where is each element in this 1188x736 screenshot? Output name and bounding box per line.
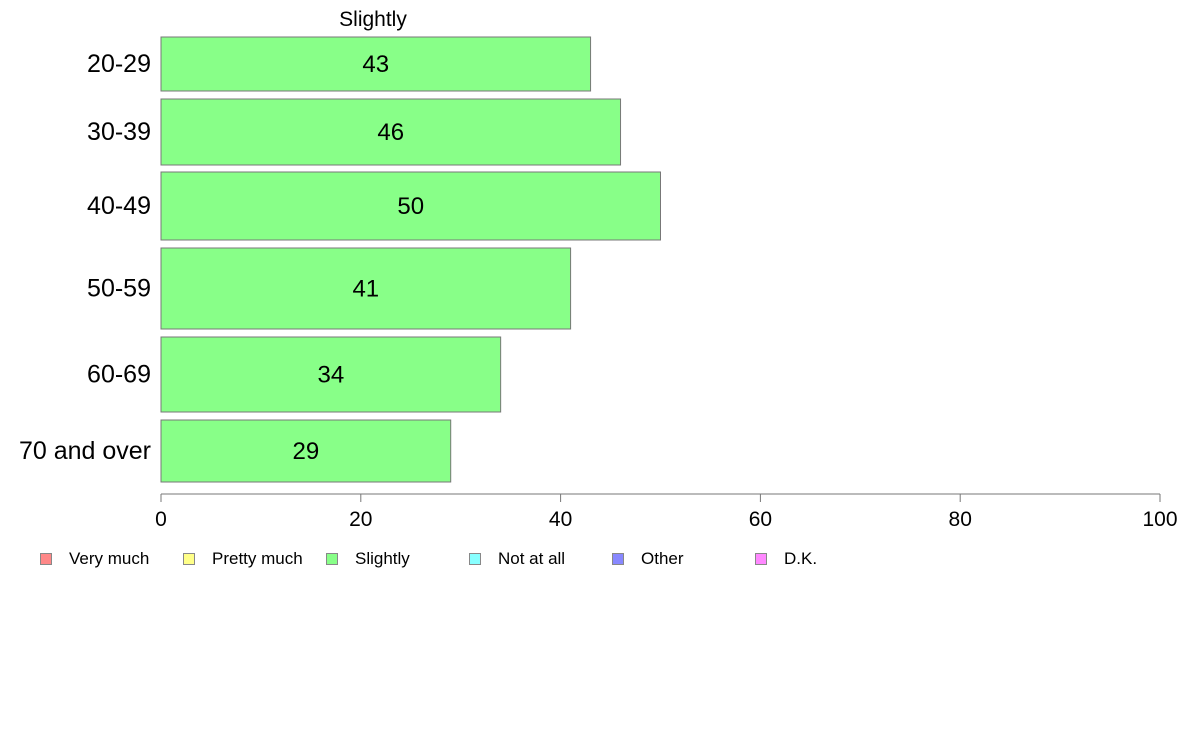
bar-40-49 <box>160 171 661 241</box>
category-label: 20-29 <box>87 50 151 78</box>
bar-value-label: 34 <box>317 362 344 389</box>
x-axis: 0 20 40 60 80 100 <box>155 493 1178 531</box>
legend-item: Very much <box>40 549 149 569</box>
legend-label: Pretty much <box>212 549 303 568</box>
legend: Very much Pretty much Slightly Not at all Ot… <box>0 545 1188 571</box>
bar-value-label: 43 <box>362 51 389 78</box>
bar-50-59 <box>160 247 572 330</box>
legend-swatch <box>40 553 52 565</box>
legend-item: Other <box>612 549 684 569</box>
bar-70-and-over <box>160 419 452 483</box>
legend-label: Other <box>641 549 684 568</box>
legend-label: Very much <box>69 549 150 568</box>
legend-swatch <box>612 553 624 565</box>
bar-value-label: 50 <box>397 193 424 220</box>
legend-label: Slightly <box>355 549 410 568</box>
category-label: 50-59 <box>87 275 151 303</box>
legend-label: D.K. <box>784 549 818 568</box>
x-tick-label: 60 <box>749 508 772 531</box>
bars-group: 43 20-29 46 30-39 50 40-49 41 50-59 34 60-69 29 70 … <box>19 36 661 483</box>
x-tick-label: 100 <box>1142 508 1177 531</box>
legend-swatch <box>755 553 767 565</box>
legend-item: Not at all <box>469 549 565 569</box>
legend-label: Not at all <box>498 549 566 568</box>
x-tick-label: 20 <box>349 508 372 531</box>
legend-item: D.K. <box>755 549 817 569</box>
bar-value-label: 41 <box>352 276 379 303</box>
bar-30-39 <box>160 98 622 166</box>
bar-60-69 <box>160 336 502 413</box>
category-label: 30-39 <box>87 118 151 146</box>
bar-value-label: 29 <box>293 438 320 465</box>
bar-chart: Slightly 43 20-29 46 30-39 50 40-49 41 50-59 34 6… <box>19 8 1178 531</box>
category-label: 60-69 <box>87 361 151 389</box>
legend-item: Pretty much <box>183 549 303 569</box>
chart-title: Slightly <box>339 8 407 31</box>
legend-item: Slightly <box>326 549 410 569</box>
x-tick-label: 80 <box>949 508 972 531</box>
legend-swatch <box>183 553 195 565</box>
bar-value-label: 46 <box>377 119 404 146</box>
legend-swatch <box>469 553 481 565</box>
x-tick-label: 0 <box>155 508 167 531</box>
category-label: 70 and over <box>19 437 151 465</box>
bar-20-29 <box>160 36 592 92</box>
x-tick-label: 40 <box>549 508 572 531</box>
legend-swatch <box>326 553 338 565</box>
category-label: 40-49 <box>87 192 151 220</box>
